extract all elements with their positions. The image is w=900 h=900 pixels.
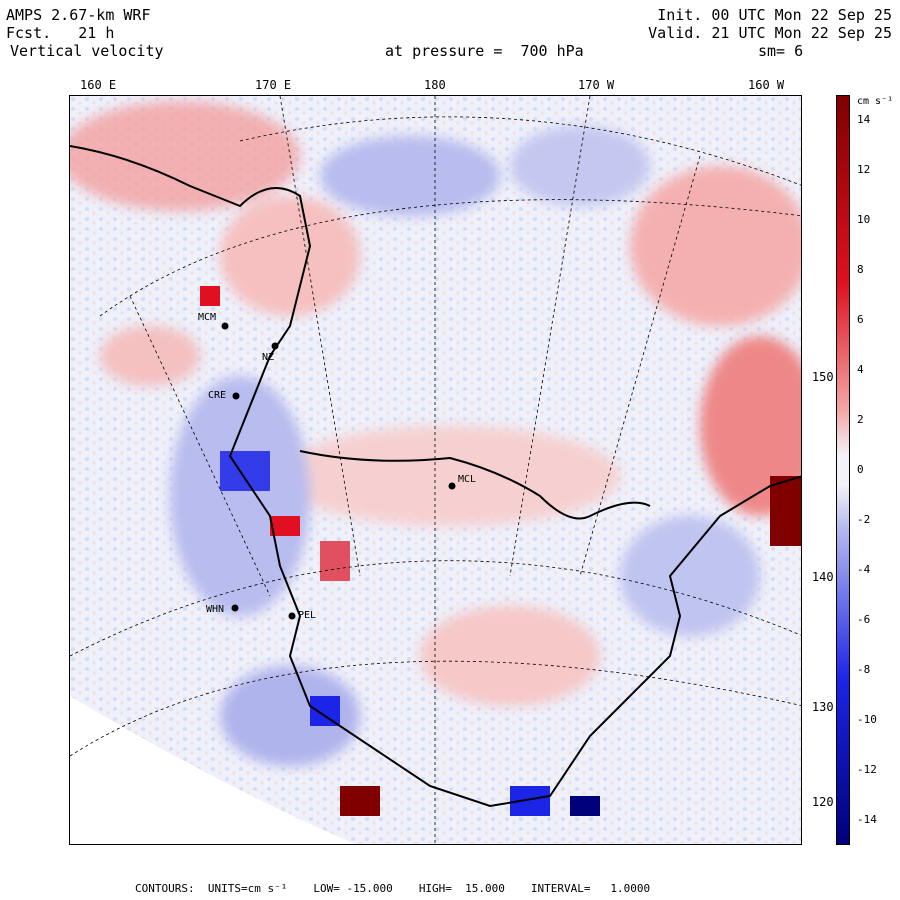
colorbar-tick-label: -6 (857, 613, 871, 626)
contour-units: CONTOURS: UNITS=cm s⁻¹ (135, 882, 288, 895)
colorbar-tick-label: 14 (857, 113, 871, 126)
model-title: AMPS 2.67-km WRF (6, 6, 151, 24)
station-label-pel: PEL (298, 610, 316, 621)
map-canvas: MCM WHN PEL CRE MCL NZ (70, 96, 801, 844)
colorbar-tick-label: -10 (857, 713, 877, 726)
vertical-velocity-map: MCM WHN PEL CRE MCL NZ (69, 95, 802, 845)
lon-label-170e: 170 E (255, 78, 292, 92)
coastline (70, 145, 801, 808)
colorbar-tick-label: -2 (857, 513, 871, 526)
contour-info: CONTOURS: UNITS=cm s⁻¹ LOW= -15.000 HIGH= … (135, 882, 676, 895)
field-name: Vertical velocity (10, 42, 164, 60)
lon-label-170w: 170 W (578, 78, 615, 92)
colorbar (836, 95, 850, 845)
station-label-nz: NZ (262, 352, 274, 363)
colorbar-tick-label: -4 (857, 563, 871, 576)
station-label-mcm: MCM (198, 312, 216, 323)
colorbar-tick-label: 2 (857, 413, 864, 426)
station-markers (221, 322, 456, 620)
station-marker-whn (231, 604, 239, 612)
station-marker-cre (232, 392, 240, 400)
colorbar-unit: cm s⁻¹ (857, 96, 894, 107)
station-label-mcl: MCL (458, 474, 476, 485)
colorbar-tick-label: 8 (857, 263, 864, 276)
station-label-whn: WHN (206, 604, 224, 615)
colorbar-tick-label: 10 (857, 213, 871, 226)
colorbar-tick-label: 4 (857, 363, 864, 376)
pressure-level: at pressure = 700 hPa (385, 42, 584, 60)
colorbar-tick-label: -8 (857, 663, 871, 676)
contour-high: HIGH= 15.000 (418, 882, 505, 895)
outside-domain (70, 696, 356, 844)
ice-shelf-edge (299, 450, 651, 520)
colorbar-tick-label: 6 (857, 313, 864, 326)
colorbar-tick-label: 12 (857, 163, 871, 176)
colorbar-tick-label: -12 (857, 763, 877, 776)
contour-low: LOW= -15.000 (313, 882, 393, 895)
station-marker-mcl (448, 482, 456, 490)
contour-interval: INTERVAL= 1.0000 (530, 882, 651, 895)
station-marker-mcm (221, 322, 229, 330)
station-label-cre: CRE (208, 390, 226, 401)
colorbar-tick-label: -14 (857, 813, 877, 826)
forecast-hour: Fcst. 21 h (6, 24, 115, 42)
init-time: Init. 00 UTC Mon 22 Sep 25 (657, 6, 892, 24)
graticule (70, 96, 801, 844)
lon-label-160e: 160 E (80, 78, 117, 92)
colorbar-tick-label: 0 (857, 463, 864, 476)
station-marker-nz (271, 342, 279, 350)
station-labels: MCM WHN PEL CRE MCL NZ (198, 312, 476, 621)
station-marker-pel (288, 612, 296, 620)
lon-label-180: 180 (424, 78, 446, 92)
smoothing: sm= 6 (758, 42, 804, 60)
valid-time: Valid. 21 UTC Mon 22 Sep 25 (648, 24, 892, 42)
lon-label-160w: 160 W (748, 78, 785, 92)
